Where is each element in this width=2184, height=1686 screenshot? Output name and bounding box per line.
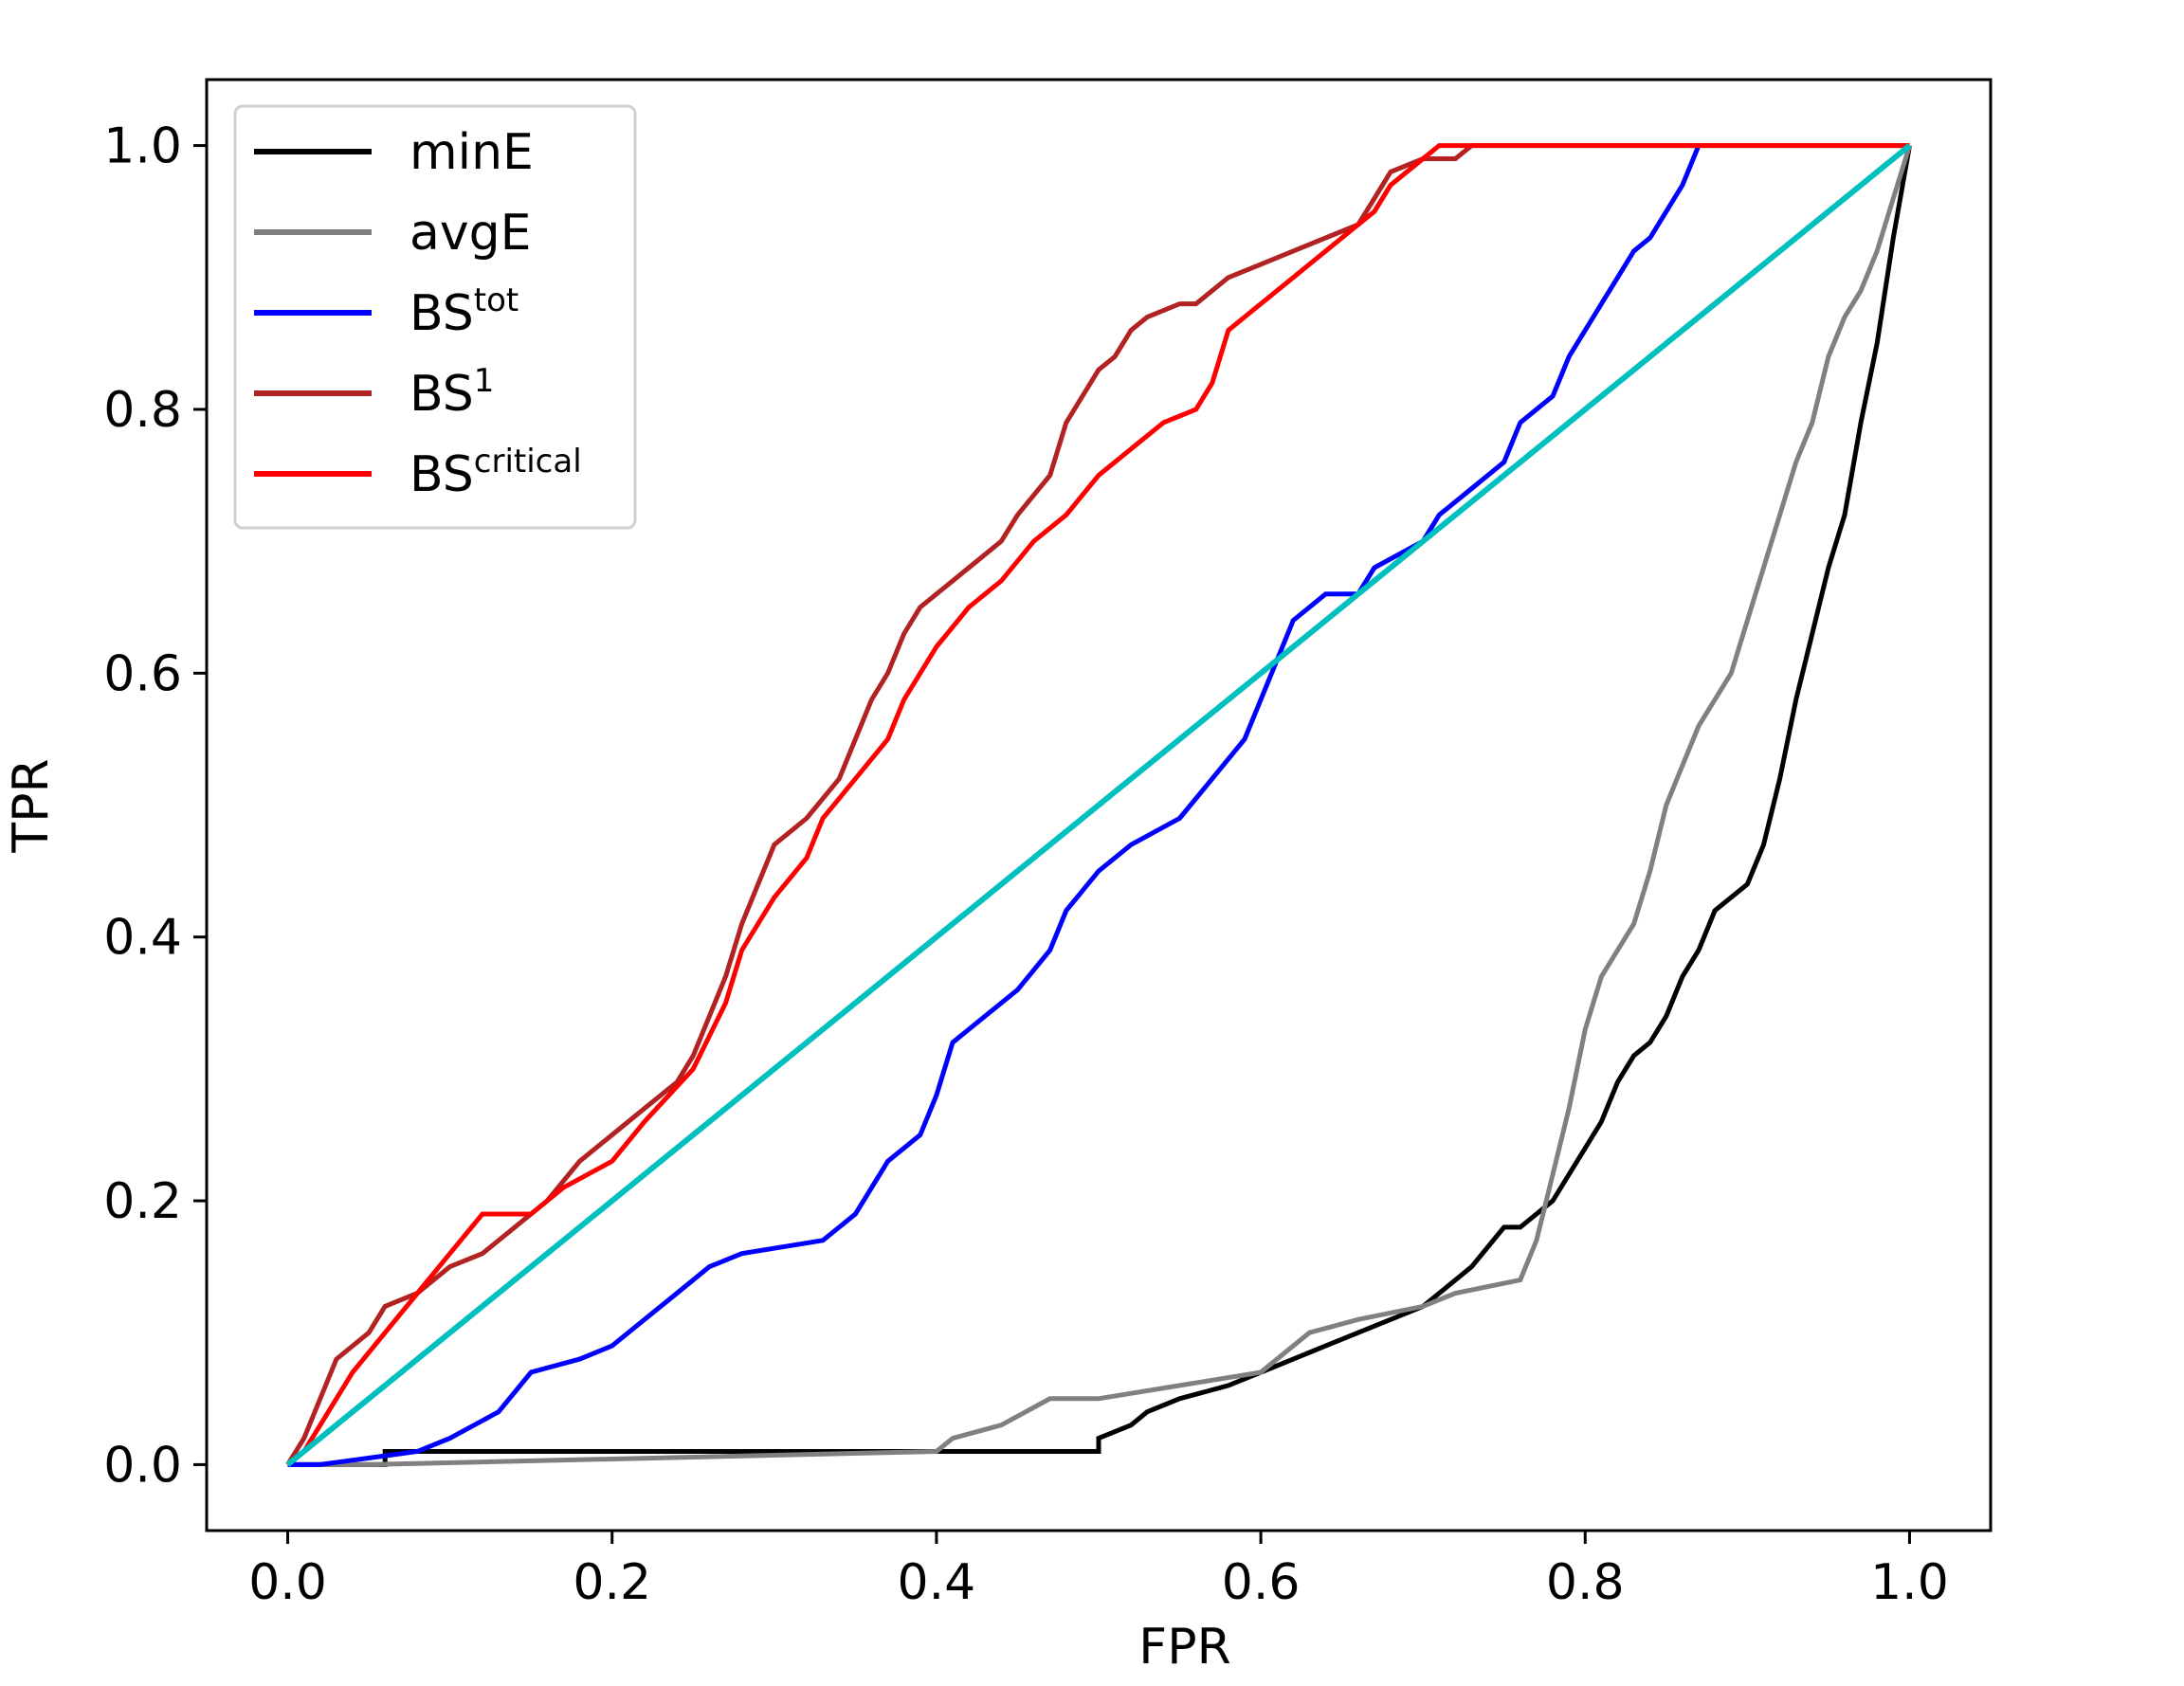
x-axis-title: FPR xyxy=(1138,1619,1230,1676)
y-tick-label: 0.2 xyxy=(103,1173,182,1230)
x-tick-label: 0.8 xyxy=(1546,1554,1625,1611)
series-layer xyxy=(285,143,1912,1467)
legend-label: BS1 xyxy=(410,362,494,423)
legend-label-base: BS xyxy=(410,285,474,342)
legend-label-superscript: critical xyxy=(474,443,582,480)
y-tick-label: 1.0 xyxy=(103,118,182,175)
legend-box xyxy=(233,104,637,530)
y-axis-title: TPR xyxy=(3,758,60,853)
legend-label: minE xyxy=(410,124,534,181)
legend-label-base: BS xyxy=(410,446,474,503)
series-line-BS1 xyxy=(285,143,1910,1466)
y-tick-label: 0.4 xyxy=(103,910,182,967)
legend-label-base: BS xyxy=(410,366,474,423)
legend-label: BStot xyxy=(410,281,519,342)
x-tick-label: 0.2 xyxy=(573,1554,651,1611)
x-tick-label: 1.0 xyxy=(1870,1554,1949,1611)
legend-label: BScritical xyxy=(410,443,582,503)
y-tick-label: 0.6 xyxy=(103,645,182,702)
x-tick-label: 0.6 xyxy=(1222,1554,1301,1611)
y-axis-ticks: 0.0 0.2 0.4 0.6 0.8 1.0 xyxy=(103,118,207,1494)
x-tick-label: 0.4 xyxy=(898,1554,976,1611)
legend-label-base: minE xyxy=(410,124,534,181)
series-line-chance xyxy=(285,143,1912,1467)
x-axis-ticks: 0.0 0.2 0.4 0.6 0.8 1.0 xyxy=(248,1531,1949,1611)
series-line-BStot xyxy=(287,144,1702,1467)
series-line-BScritical xyxy=(285,143,1910,1467)
y-tick-label: 0.8 xyxy=(103,382,182,439)
legend-label: avgE xyxy=(410,205,532,262)
series-line-avgE xyxy=(287,144,1912,1467)
plot-frame xyxy=(205,78,1993,1532)
legend-label-base: avgE xyxy=(410,205,532,262)
legend-label-superscript: 1 xyxy=(474,362,495,400)
series-line-minE xyxy=(287,145,1912,1467)
x-tick-label: 0.0 xyxy=(248,1554,327,1611)
y-tick-label: 0.0 xyxy=(103,1437,182,1494)
legend-label-superscript: tot xyxy=(474,281,519,319)
